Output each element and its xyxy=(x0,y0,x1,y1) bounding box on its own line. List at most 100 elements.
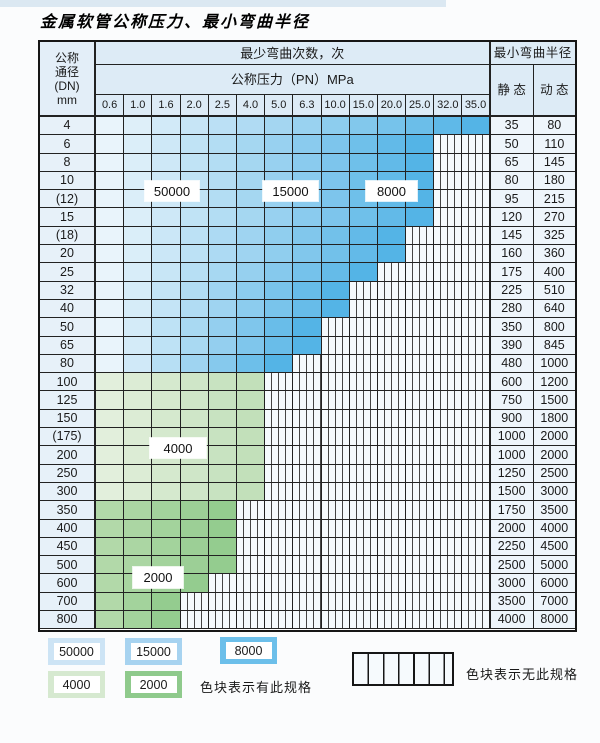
static-radius-cell: 160 xyxy=(490,245,534,264)
cycles-cell xyxy=(180,373,209,392)
cycles-cell xyxy=(180,409,209,429)
no-spec-hatch-cell xyxy=(406,391,435,410)
no-spec-hatch-cell xyxy=(349,428,378,447)
cycles-cell xyxy=(208,464,237,483)
cycles-cell xyxy=(124,117,153,136)
no-spec-hatch-cell xyxy=(434,574,463,593)
no-spec-hatch-cell xyxy=(434,299,463,319)
cycles-cell xyxy=(208,482,237,502)
dynamic-radius-cell: 1000 xyxy=(533,354,575,374)
cycles-cell xyxy=(152,373,181,392)
pressure-tick-32.0: 32.0 xyxy=(434,95,463,117)
cycles-cell xyxy=(293,263,322,282)
cycles-cell xyxy=(96,391,125,410)
dn-cell: 6 xyxy=(40,135,96,154)
static-radius-cell: 95 xyxy=(490,190,534,209)
dynamic-radius-cell: 640 xyxy=(533,299,575,319)
static-column-header: 静 态 xyxy=(490,65,534,117)
no-spec-hatch-cell xyxy=(462,153,491,172)
cycles-cell xyxy=(236,391,266,410)
page-top-strip xyxy=(0,0,446,7)
no-spec-hatch-cell xyxy=(462,611,491,630)
dn-cell: 125 xyxy=(40,391,96,410)
legend-swatch-8000-label: 8000 xyxy=(225,642,272,659)
no-spec-hatch-cell xyxy=(265,537,294,557)
no-spec-hatch-cell xyxy=(406,482,435,502)
no-spec-hatch-cell xyxy=(434,208,463,227)
no-spec-hatch-cell xyxy=(293,592,322,612)
no-spec-hatch-cell xyxy=(321,519,350,538)
no-spec-hatch-cell xyxy=(434,611,463,630)
no-spec-hatch-cell xyxy=(377,299,407,319)
no-spec-hatch-cell xyxy=(293,574,322,593)
no-spec-hatch-cell xyxy=(377,611,407,630)
cycles-cell xyxy=(96,537,125,557)
dn-cell: 500 xyxy=(40,556,96,575)
cycles-cell xyxy=(321,263,350,282)
cycles-cell xyxy=(96,318,125,337)
static-radius-cell: 120 xyxy=(490,208,534,227)
no-spec-hatch-cell xyxy=(321,391,350,410)
dn-column-header: 公称 通径 (DN) mm xyxy=(40,42,96,117)
no-spec-hatch-cell xyxy=(349,354,378,374)
no-spec-hatch-cell xyxy=(293,373,322,392)
cycles-cell xyxy=(377,135,407,154)
cycles-cell xyxy=(96,409,125,429)
pressure-tick-15.0: 15.0 xyxy=(349,95,378,117)
no-spec-hatch-cell xyxy=(462,135,491,154)
legend-hatch-box xyxy=(352,652,454,686)
dynamic-radius-cell: 8000 xyxy=(533,611,575,630)
cycles-cell xyxy=(321,171,350,191)
cycles-cell xyxy=(293,208,322,227)
legend-note-no-spec: 色块表示无此规格 xyxy=(466,667,579,682)
cycles-cell xyxy=(208,556,237,575)
no-spec-hatch-cell xyxy=(236,611,266,630)
no-spec-hatch-cell xyxy=(236,537,266,557)
cycles-cell xyxy=(180,281,209,300)
static-radius-cell: 280 xyxy=(490,299,534,319)
no-spec-hatch-cell xyxy=(406,519,435,538)
cycles-cell xyxy=(124,464,153,483)
dn-cell: 10 xyxy=(40,171,96,191)
legend-swatch-15000: 15000 xyxy=(125,638,182,665)
no-spec-hatch-cell xyxy=(462,428,491,447)
cycles-cell xyxy=(152,318,181,337)
dynamic-radius-cell: 3500 xyxy=(533,501,575,520)
cycles-cell xyxy=(180,263,209,282)
no-spec-hatch-cell xyxy=(321,501,350,520)
cycles-cell xyxy=(96,611,125,630)
dn-cell: 800 xyxy=(40,611,96,630)
cycles-cell xyxy=(124,299,153,319)
cycles-cell xyxy=(208,501,237,520)
cycles-cell xyxy=(349,245,378,264)
cycles-cell xyxy=(265,263,294,282)
cycles-cell xyxy=(96,446,125,465)
pressure-header: 公称压力（PN）MPa xyxy=(96,65,491,95)
cycles-cell xyxy=(180,519,209,538)
no-spec-hatch-cell xyxy=(406,318,435,337)
no-spec-hatch-cell xyxy=(462,409,491,429)
dn-cell: 100 xyxy=(40,373,96,392)
cycles-cell xyxy=(152,135,181,154)
no-spec-hatch-cell xyxy=(377,428,407,447)
cycles-cell xyxy=(96,135,125,154)
no-spec-hatch-cell xyxy=(406,299,435,319)
no-spec-hatch-cell xyxy=(377,592,407,612)
no-spec-hatch-cell xyxy=(434,318,463,337)
no-spec-hatch-cell xyxy=(349,409,378,429)
cycles-cell xyxy=(321,135,350,154)
pressure-header-label: 公称压力（PN）MPa xyxy=(230,72,354,87)
cycles-cell xyxy=(96,592,125,612)
cycles-cell xyxy=(96,519,125,538)
pressure-tick-6.3: 6.3 xyxy=(293,95,322,117)
no-spec-hatch-cell xyxy=(293,537,322,557)
no-spec-hatch-cell xyxy=(321,446,350,465)
no-spec-hatch-cell xyxy=(265,592,294,612)
dn-cell: 600 xyxy=(40,574,96,593)
no-spec-hatch-cell xyxy=(462,226,491,246)
cycles-cell xyxy=(208,391,237,410)
no-spec-hatch-cell xyxy=(434,464,463,483)
cycles-cell xyxy=(321,281,350,300)
no-spec-hatch-cell xyxy=(406,537,435,557)
no-spec-hatch-cell xyxy=(377,391,407,410)
